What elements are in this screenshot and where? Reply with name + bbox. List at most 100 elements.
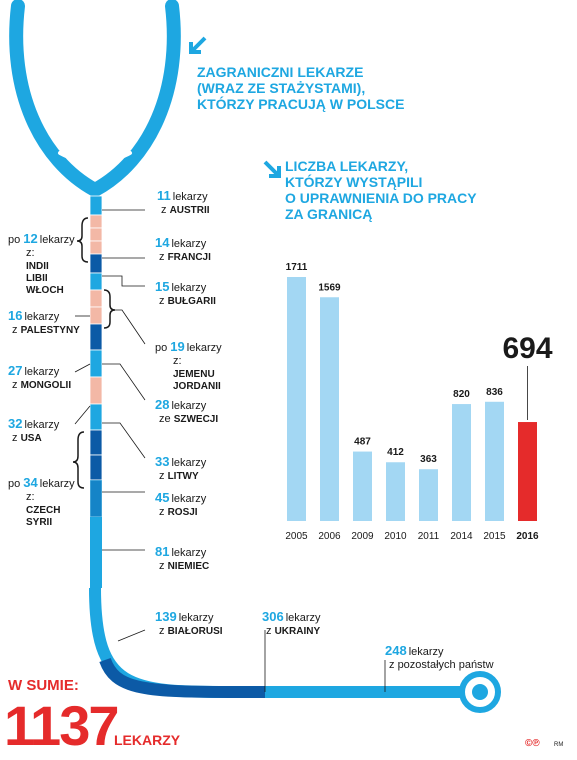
- bar: [320, 297, 339, 521]
- callout-unit: lekarzy: [286, 612, 321, 624]
- callout-preposition: z:: [26, 491, 35, 503]
- callout-label: z:: [173, 355, 182, 367]
- bar-2016: 694 2016: [502, 332, 552, 542]
- callout-country: FRANCJI: [168, 252, 212, 263]
- callout-value: 16: [8, 308, 22, 323]
- stethoscope-lower-tube: [89, 587, 462, 698]
- leader-line: [102, 422, 146, 459]
- bar: [452, 404, 471, 521]
- callout-preposition: z: [159, 506, 168, 518]
- callout-unit: lekarzy: [171, 493, 206, 505]
- stethoscope-chestpiece: [459, 671, 501, 713]
- left-heading-line-3: KTÓRZY PRACUJĄ W POLSCE: [197, 95, 404, 112]
- stethoscope-chestpiece-center: [472, 684, 488, 700]
- callout-preposition: z: [12, 379, 21, 391]
- callout-count: 15 lekarzy: [155, 279, 207, 294]
- callout-preposition: z:: [26, 247, 35, 259]
- callout-label: z pozostałych państw: [389, 659, 494, 671]
- callout-country: ROSJI: [168, 507, 198, 518]
- callout-label: z LITWY: [159, 470, 199, 482]
- bar-value-label: 487: [354, 437, 371, 448]
- callout-preposition: ze: [159, 413, 174, 425]
- bar-2015: 836 2015: [483, 387, 506, 542]
- callout-country: BUŁGARII: [168, 296, 217, 307]
- callout-country: LIBII: [26, 273, 48, 284]
- callout-preposition: z: [266, 625, 275, 637]
- callout-prefix: po: [8, 234, 23, 246]
- callout-value: 81: [155, 544, 169, 559]
- callout-value: 248: [385, 643, 407, 658]
- callout-count: po 34 lekarzy: [8, 475, 75, 490]
- callout-unit: lekarzy: [40, 234, 75, 246]
- callout-country: UKRAINY: [275, 626, 321, 637]
- stethoscope-ukraine-segment: [99, 657, 265, 698]
- trunk-segment: [89, 429, 103, 456]
- callout-preposition: z: [12, 324, 21, 336]
- left-heading-arrow-icon: [189, 36, 207, 54]
- bar-2011: 363 2011: [418, 454, 440, 542]
- callout-unit: lekarzy: [187, 342, 222, 354]
- callout-label: z:: [26, 247, 35, 259]
- bar: [518, 422, 537, 521]
- callout-preposition: z:: [173, 355, 182, 367]
- callout-label: z FRANCJI: [159, 251, 211, 263]
- callout-value: 45: [155, 490, 169, 505]
- callout-label: z AUSTRII: [161, 204, 210, 216]
- callout-country: MONGOLII: [21, 380, 72, 391]
- callout-label: z PALESTYNY: [12, 324, 80, 336]
- callout-unit: lekarzy: [409, 646, 444, 658]
- callout-unit: lekarzy: [24, 311, 59, 323]
- callout-country: SZWECJI: [174, 414, 219, 425]
- leader-line: [74, 363, 91, 373]
- callout-label: z UKRAINY: [266, 625, 320, 637]
- group-brackets: [72, 217, 116, 489]
- total-value: 1137: [4, 694, 118, 757]
- callout-label: ze SZWECJI: [159, 413, 218, 425]
- right-heading-arrow-icon: [263, 160, 281, 178]
- bar-2006: 1569 2006: [318, 282, 341, 542]
- callout-country: NIEMIEC: [168, 561, 210, 572]
- callout-value: 27: [8, 363, 22, 378]
- bar-value-label: 694: [502, 332, 552, 365]
- callout-preposition: z: [159, 470, 168, 482]
- callout-count: 248 lekarzy: [385, 643, 444, 658]
- stethoscope-graphic: [9, 0, 501, 713]
- trunk-segment: [89, 323, 103, 351]
- callout-preposition: z: [159, 560, 168, 572]
- bar: [419, 469, 438, 521]
- callout-country: USA: [21, 433, 42, 444]
- callout-label: z MONGOLII: [12, 379, 71, 391]
- trunk-segment: [89, 240, 103, 255]
- author-initials: RM: [554, 742, 563, 748]
- bar: [485, 401, 504, 521]
- leader-line: [102, 275, 145, 287]
- trunk-segment: [89, 454, 103, 481]
- callout-value: 11: [157, 188, 171, 203]
- callout-country: JEMENU: [173, 369, 215, 380]
- callout-unit: lekarzy: [24, 419, 59, 431]
- callout-count: 306 lekarzy: [262, 609, 321, 624]
- callout-unit: lekarzy: [171, 547, 206, 559]
- callout-unit: lekarzy: [171, 457, 206, 469]
- callout-count: 14 lekarzy: [155, 235, 207, 250]
- trunk-segment: [89, 253, 103, 274]
- callout-country: pozostałych państw: [398, 659, 494, 671]
- x-tick-label: 2016: [516, 531, 539, 542]
- publisher-logo: ©℗: [525, 738, 540, 749]
- callout-label: z NIEMIEC: [159, 560, 209, 572]
- callout-count: 33 lekarzy: [155, 454, 207, 469]
- x-tick-label: 2005: [285, 531, 308, 542]
- callout-preposition: z: [159, 251, 168, 263]
- leader-line: [117, 629, 146, 642]
- bar-value-label: 1569: [318, 282, 341, 293]
